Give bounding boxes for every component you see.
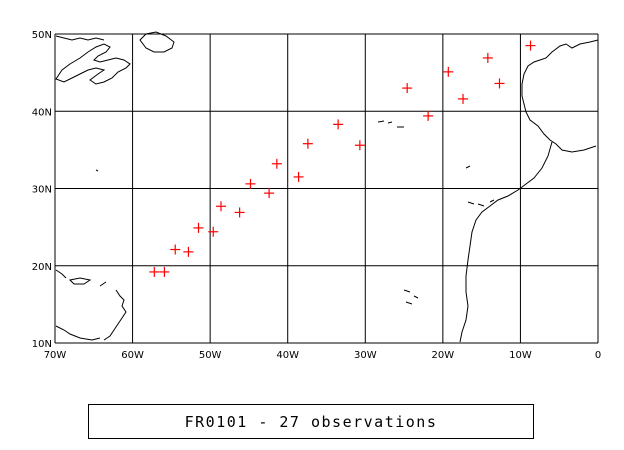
coastline-caribbean <box>55 269 127 341</box>
coastline-northwest <box>55 43 131 85</box>
observation-marker <box>494 78 505 89</box>
lat-tick-label: 10N <box>32 339 52 350</box>
observation-marker <box>264 188 275 199</box>
observation-markers <box>149 40 536 277</box>
coastline-labrador <box>55 35 105 41</box>
coastline-europe <box>521 39 599 153</box>
coastline-gibraltar <box>459 141 553 343</box>
islands-azores <box>377 120 404 128</box>
observation-marker <box>245 178 256 189</box>
observation-marker <box>193 222 204 233</box>
observation-marker <box>234 207 245 218</box>
coastline-newfoundland <box>139 31 175 53</box>
caption-text: FR0101 - 27 observations <box>184 412 438 431</box>
coastlines <box>55 31 599 343</box>
observation-marker <box>458 93 469 104</box>
latitude-tick-labels: 10N 20N 30N 40N 50N <box>32 30 52 350</box>
observation-marker <box>216 201 227 212</box>
lat-tick-label: 20N <box>32 262 52 273</box>
observation-marker <box>149 266 160 277</box>
observation-marker <box>271 158 282 169</box>
lat-tick-label: 30N <box>32 185 52 196</box>
island-bermuda <box>95 169 99 172</box>
observation-marker <box>159 266 170 277</box>
lon-tick-label: 0 <box>595 350 601 361</box>
observation-marker <box>443 66 454 77</box>
lon-tick-label: 70W <box>44 350 67 361</box>
observation-marker <box>208 226 219 237</box>
observation-map: 70W 60W 50W 40W 30W 20W 10W 0 10N 20N 30N 40N 50N <box>32 30 602 361</box>
observation-marker <box>525 40 536 51</box>
lon-tick-label: 50W <box>199 350 222 361</box>
islands-capeverde <box>403 289 419 305</box>
observation-marker <box>293 171 304 182</box>
observation-marker <box>183 246 194 257</box>
longitude-tick-labels: 70W 60W 50W 40W 30W 20W 10W 0 <box>44 350 602 361</box>
islands-canaries <box>467 199 495 207</box>
observation-marker <box>333 119 344 130</box>
lon-tick-label: 40W <box>276 350 299 361</box>
lat-tick-label: 40N <box>32 107 52 118</box>
lat-tick-label: 50N <box>32 30 52 41</box>
observation-marker <box>402 83 413 94</box>
lon-tick-label: 20W <box>432 350 455 361</box>
lon-tick-label: 60W <box>121 350 144 361</box>
observation-marker <box>482 52 493 63</box>
lon-tick-label: 30W <box>354 350 377 361</box>
caption-box: FR0101 - 27 observations <box>88 404 534 439</box>
observation-marker <box>170 244 181 255</box>
observation-marker <box>423 110 434 121</box>
lon-tick-label: 10W <box>509 350 532 361</box>
map-grid <box>54 33 599 344</box>
islands-madeira <box>465 165 471 169</box>
observation-marker <box>302 138 313 149</box>
observation-marker <box>354 140 365 151</box>
